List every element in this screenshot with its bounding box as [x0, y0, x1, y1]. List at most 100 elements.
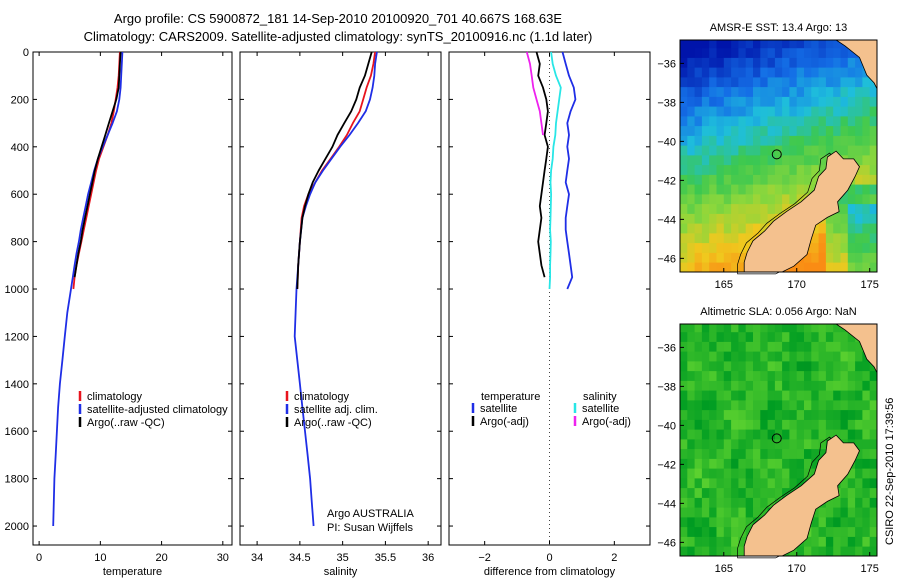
sla-map-cell	[694, 361, 703, 372]
sst-map-cell	[687, 67, 695, 78]
sst-map-cell	[709, 47, 717, 58]
sst-map-cell	[833, 96, 841, 107]
sla-map-cell	[789, 390, 798, 401]
sla-map-cell	[804, 458, 812, 469]
sla-map-cell	[701, 487, 710, 498]
sla-map-cell	[796, 400, 805, 411]
sst-map-cell	[716, 96, 725, 107]
south-island-landmass	[743, 150, 860, 273]
sla-map-cell	[840, 497, 849, 508]
sla-map-cell	[680, 526, 688, 537]
sla-map-cell	[833, 419, 841, 430]
salinity-xtick-label: 35	[337, 552, 349, 564]
sla-map-cell	[825, 341, 834, 352]
sst-map-cell	[709, 155, 717, 166]
sla-map-cell	[796, 370, 805, 381]
sla-map-cell	[687, 448, 695, 459]
sla-map-cell	[862, 497, 871, 508]
sla-map-cell	[716, 468, 725, 479]
sla-map-cell	[723, 341, 732, 352]
sla-map-cell	[869, 507, 878, 518]
sla-map-cell	[804, 546, 812, 557]
temperature-series-satellite-adjusted-climatology	[52, 51, 124, 527]
sst-map-cell	[701, 135, 710, 146]
sst-map-cell	[869, 262, 878, 273]
sla-map-cell	[818, 448, 827, 459]
sst-map-cell	[738, 203, 747, 214]
sla-map-cell	[760, 341, 768, 352]
temperature-ytick-label: 1400	[5, 379, 29, 391]
sst-map-cell	[789, 40, 798, 49]
sst-map-cell	[680, 242, 688, 253]
sst-map-cell	[840, 145, 849, 156]
sla-map-cell	[855, 448, 863, 459]
sst-map-cell	[782, 125, 790, 136]
sst-map-cell	[716, 155, 725, 166]
sst-map-cell	[687, 96, 695, 107]
sla-map-cell	[811, 341, 819, 352]
sst-map-cell	[818, 77, 827, 88]
sla-map-cell	[804, 468, 812, 479]
sla-map-cell	[782, 478, 790, 489]
sla-map-cell	[789, 429, 798, 440]
sst-map-cell	[709, 40, 717, 49]
sst-map-cell	[767, 145, 776, 156]
sla-map-cell	[680, 517, 688, 528]
sst-map-cell	[731, 77, 739, 88]
sla-map-cell	[774, 419, 783, 430]
sst-map-cell	[753, 116, 761, 127]
sst-map-cell	[716, 106, 725, 117]
sla-map-cell	[804, 351, 812, 362]
sst-map-cell	[680, 86, 688, 97]
sst-map-cell	[869, 116, 878, 127]
sla-map-cell	[847, 341, 856, 352]
sst-map-cell	[687, 262, 695, 273]
sst-map-cell	[796, 77, 805, 88]
sst-map-cell	[694, 252, 703, 263]
sla-map-cell	[782, 331, 790, 342]
sla-map-cell	[855, 390, 863, 401]
sla-map-cell	[774, 351, 783, 362]
sst-map-cell	[847, 203, 856, 214]
sst-map-cell	[847, 252, 856, 263]
sst-map-ytick-label: −46	[657, 253, 676, 265]
sst-map-cell	[738, 213, 747, 224]
sst-map-cell	[701, 252, 710, 263]
sla-map-ytick-label: −46	[657, 537, 676, 549]
sla-map-cell	[825, 409, 834, 420]
sla-map-cell	[680, 409, 688, 420]
sst-map-cell	[855, 86, 863, 97]
sla-map-cell	[738, 331, 747, 342]
sst-map-cell	[753, 174, 761, 185]
sst-map-cell	[738, 67, 747, 78]
sla-map-cell	[753, 390, 761, 401]
sst-map-cell	[760, 96, 768, 107]
sst-map-cell	[760, 184, 768, 195]
sla-map-cell	[738, 487, 747, 498]
sst-map-cell	[694, 242, 703, 253]
sst-map-cell	[760, 116, 768, 127]
sst-map-cell	[855, 184, 863, 195]
sla-map-cell	[701, 400, 710, 411]
sst-map-cell	[869, 96, 878, 107]
sst-map-cell	[869, 125, 878, 136]
sst-map-cell	[716, 135, 725, 146]
sla-map-cell	[847, 400, 856, 411]
sla-map-cell	[694, 351, 703, 362]
sla-map-cell	[723, 400, 732, 411]
sla-map-cell	[833, 497, 841, 508]
sst-map-cell	[855, 174, 863, 185]
sst-map-cell	[687, 145, 695, 156]
sst-map-cell	[774, 40, 783, 49]
sla-map-cell	[862, 400, 871, 411]
sst-map-cell	[694, 174, 703, 185]
sst-map-cell	[745, 77, 754, 88]
sla-map-cell	[811, 370, 819, 381]
sla-map-cell	[723, 517, 732, 528]
sst-map-cell	[855, 96, 863, 107]
sla-map-cell	[680, 400, 688, 411]
sla-map-cell	[767, 478, 776, 489]
sla-map-cell	[825, 429, 834, 440]
sla-map-cell	[796, 324, 805, 333]
sst-map-cell	[789, 96, 798, 107]
